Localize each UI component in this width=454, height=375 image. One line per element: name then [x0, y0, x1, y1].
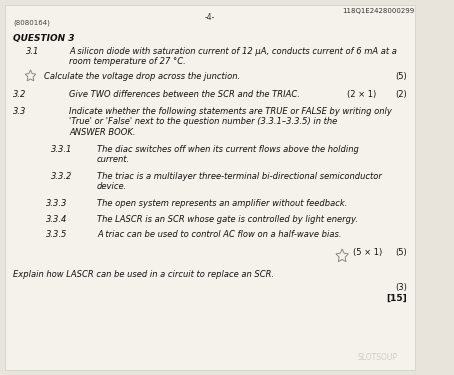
Text: Give TWO differences between the SCR and the TRIAC.: Give TWO differences between the SCR and…	[69, 90, 300, 99]
Text: (2 × 1): (2 × 1)	[347, 90, 376, 99]
Text: -4-: -4-	[205, 13, 215, 22]
Text: [15]: [15]	[386, 294, 407, 303]
Text: The LASCR is an SCR whose gate is controlled by light energy.: The LASCR is an SCR whose gate is contro…	[97, 215, 358, 224]
Text: 118Q1E2428000299: 118Q1E2428000299	[342, 8, 415, 14]
Text: 3.3.5: 3.3.5	[46, 230, 68, 239]
Text: Explain how LASCR can be used in a circuit to replace an SCR.: Explain how LASCR can be used in a circu…	[13, 270, 274, 279]
Text: (3): (3)	[395, 283, 407, 292]
Text: 3.3.3: 3.3.3	[46, 199, 68, 208]
Text: SLOTSOUP: SLOTSOUP	[358, 353, 398, 362]
Text: (5 × 1): (5 × 1)	[353, 248, 383, 257]
Text: The diac switches off when its current flows above the holding
current.: The diac switches off when its current f…	[97, 145, 359, 164]
Text: The triac is a multilayer three-terminal bi-directional semiconductor
device.: The triac is a multilayer three-terminal…	[97, 172, 382, 191]
Text: (5): (5)	[395, 248, 407, 257]
Text: A triac can be used to control AC flow on a half-wave bias.: A triac can be used to control AC flow o…	[97, 230, 341, 239]
Text: 3.3.2: 3.3.2	[51, 172, 72, 181]
Text: A silicon diode with saturation current of 12 μA, conducts current of 6 mA at a
: A silicon diode with saturation current …	[69, 47, 397, 66]
Text: 3.2: 3.2	[13, 90, 26, 99]
FancyBboxPatch shape	[5, 5, 415, 370]
Text: (2): (2)	[395, 90, 407, 99]
Text: Calculate the voltage drop across the junction.: Calculate the voltage drop across the ju…	[44, 72, 241, 81]
Text: 3.1: 3.1	[26, 47, 39, 56]
Text: 3.3.4: 3.3.4	[46, 215, 68, 224]
Text: Indicate whether the following statements are TRUE or FALSE by writing only
'Tru: Indicate whether the following statement…	[69, 107, 392, 137]
Text: 3.3.1: 3.3.1	[51, 145, 72, 154]
Text: (8080164): (8080164)	[13, 20, 50, 27]
Text: QUESTION 3: QUESTION 3	[13, 34, 74, 43]
Text: The open system represents an amplifier without feedback.: The open system represents an amplifier …	[97, 199, 347, 208]
Text: 3.3: 3.3	[13, 107, 26, 116]
Text: (5): (5)	[395, 72, 407, 81]
